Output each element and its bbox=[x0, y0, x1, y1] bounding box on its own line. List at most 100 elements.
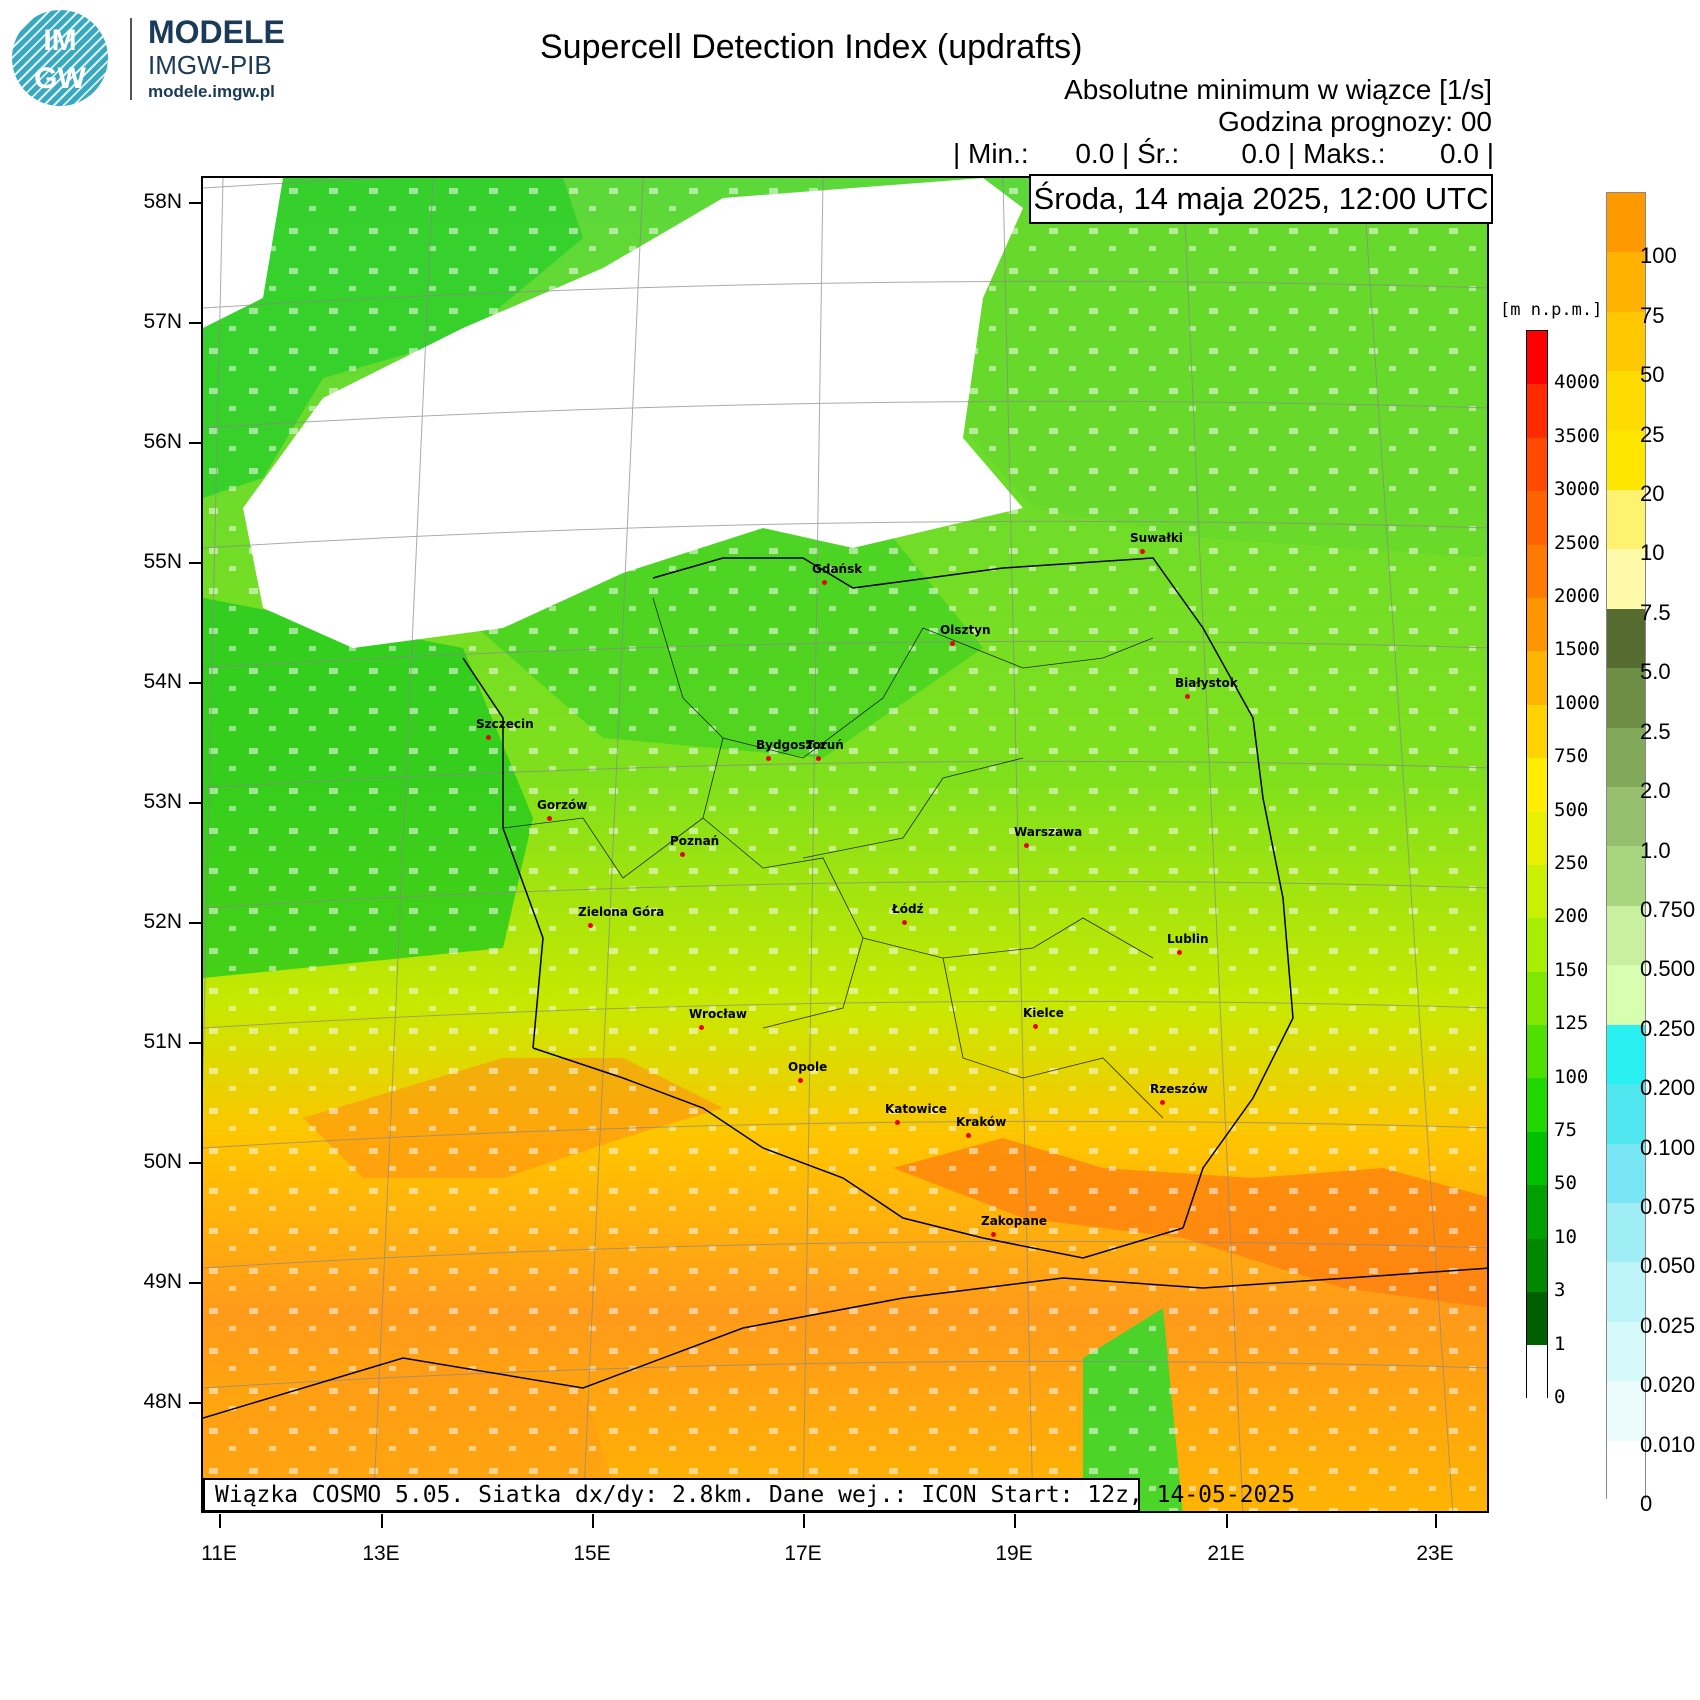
sdi-label: 0.750 bbox=[1640, 896, 1696, 922]
city-marker bbox=[816, 756, 821, 761]
sdi-swatch bbox=[1607, 193, 1645, 253]
sdi-swatch bbox=[1607, 608, 1645, 669]
brand-title: MODELE bbox=[148, 14, 285, 50]
elevation-colorbar bbox=[1526, 330, 1548, 1399]
elevation-label: 75 bbox=[1554, 1119, 1577, 1141]
sdi-label: 0.075 bbox=[1640, 1193, 1696, 1219]
elevation-label: 250 bbox=[1554, 852, 1589, 874]
elevation-swatch bbox=[1527, 971, 1547, 1026]
city-marker bbox=[1177, 950, 1182, 955]
sdi-label: 50 bbox=[1640, 362, 1665, 388]
forecast-map bbox=[203, 178, 1487, 1511]
lon-label-21E: 21E bbox=[1207, 1542, 1245, 1565]
map-panel bbox=[201, 176, 1489, 1513]
lat-label-53N: 53N bbox=[143, 790, 182, 813]
city-label: Warszawa bbox=[1014, 825, 1083, 839]
sdi-swatch bbox=[1607, 965, 1645, 1025]
city-label: Szczecin bbox=[476, 717, 534, 731]
lat-label-55N: 55N bbox=[143, 550, 182, 573]
lat-tick bbox=[189, 562, 201, 564]
sdi-swatch bbox=[1607, 311, 1645, 372]
stats-line: | Min.: 0.0 | Śr.: 0.0 | Maks.: 0.0 | bbox=[952, 138, 1494, 169]
elevation-swatch bbox=[1527, 1238, 1547, 1293]
logo-text-top: IM bbox=[43, 24, 77, 57]
city-marker bbox=[1160, 1100, 1165, 1105]
sdi-swatch bbox=[1607, 1321, 1645, 1382]
lon-tick bbox=[1226, 1514, 1228, 1528]
lon-tick bbox=[1014, 1514, 1016, 1528]
city-label: Zielona Góra bbox=[578, 905, 665, 919]
lat-tick bbox=[189, 1402, 201, 1404]
city-label: Rzeszów bbox=[1150, 1082, 1208, 1096]
elevation-label: 150 bbox=[1554, 958, 1589, 981]
lon-label-11E: 11E bbox=[201, 1542, 237, 1565]
voivodeship-borders bbox=[502, 597, 1164, 1119]
no-signal-patch bbox=[203, 178, 1487, 1511]
valid-time-box: Środa, 14 maja 2025, 12:00 UTC bbox=[1029, 174, 1493, 224]
elevation-label: 3000 bbox=[1554, 478, 1600, 501]
elevation-swatch bbox=[1527, 918, 1547, 972]
sdi-label: 0.500 bbox=[1640, 956, 1696, 982]
lat-tick bbox=[189, 442, 201, 444]
elevation-label: 2500 bbox=[1554, 531, 1600, 554]
model-info-footer: Wiązka COSMO 5.05. Siatka dx/dy: 2.8km. … bbox=[203, 1478, 1295, 1512]
elevation-swatch bbox=[1527, 704, 1547, 759]
elevation-label: 2000 bbox=[1554, 585, 1600, 607]
lat-label-54N: 54N bbox=[143, 670, 182, 693]
sdi-swatch bbox=[1607, 846, 1645, 906]
sdi-label: 20 bbox=[1640, 481, 1665, 507]
lat-tick bbox=[189, 1282, 201, 1284]
sdi-label: 25 bbox=[1640, 421, 1665, 447]
sdi-swatch bbox=[1607, 430, 1645, 491]
lat-label-50N: 50N bbox=[143, 1150, 182, 1173]
city-label: Opole bbox=[788, 1060, 828, 1074]
brand-url[interactable]: modele.imgw.pl bbox=[148, 82, 275, 101]
elevation-swatch bbox=[1527, 331, 1547, 385]
elevation-label: 10 bbox=[1554, 1225, 1577, 1248]
city-label: Wrocław bbox=[689, 1007, 747, 1021]
sdi-label: 2.0 bbox=[1640, 778, 1671, 804]
lat-tick bbox=[189, 202, 201, 204]
lat-tick bbox=[189, 802, 201, 804]
sdi-label: 75 bbox=[1640, 302, 1665, 328]
elevation-swatch bbox=[1527, 384, 1547, 438]
sdi-swatch bbox=[1607, 1024, 1645, 1085]
lat-label-56N: 56N bbox=[143, 430, 182, 453]
city-label: Lublin bbox=[1167, 932, 1209, 946]
sdi-swatch bbox=[1607, 1202, 1645, 1263]
city-label: Toruń bbox=[806, 738, 844, 752]
sdi-swatch bbox=[1607, 668, 1645, 728]
sdi-label: 0.250 bbox=[1640, 1015, 1696, 1041]
lat-tick bbox=[189, 922, 201, 924]
sdi-label: 0.010 bbox=[1640, 1431, 1696, 1457]
city-marker bbox=[1033, 1024, 1038, 1029]
elevation-swatch bbox=[1527, 651, 1547, 705]
city-label: Zakopane bbox=[981, 1214, 1048, 1228]
elevation-swatch bbox=[1527, 491, 1547, 545]
sdi-swatch bbox=[1607, 371, 1645, 431]
map-title: Supercell Detection Index (updrafts) bbox=[540, 28, 1083, 66]
elevation-label: 3 bbox=[1554, 1279, 1566, 1302]
lat-label-49N: 49N bbox=[143, 1270, 182, 1293]
elevation-swatch bbox=[1527, 437, 1547, 492]
sdi-swatch bbox=[1607, 727, 1645, 788]
elevation-swatch bbox=[1527, 1345, 1547, 1399]
city-marker bbox=[822, 580, 827, 585]
brand-org: IMGW-PIB bbox=[148, 50, 272, 80]
lat-tick bbox=[189, 1162, 201, 1164]
lon-tick bbox=[592, 1514, 594, 1528]
imgw-logo: IM GW bbox=[12, 10, 108, 106]
sdi-label: 5.0 bbox=[1640, 659, 1671, 685]
lat-tick bbox=[189, 682, 201, 684]
logo-text-bottom: GW bbox=[34, 62, 86, 95]
lat-label-48N: 48N bbox=[143, 1390, 182, 1413]
city-label: Katowice bbox=[885, 1102, 947, 1116]
city-marker bbox=[680, 852, 685, 857]
map-subtitle: Absolutne minimum w wiązce [1/s] bbox=[1064, 74, 1492, 105]
elevation-swatch bbox=[1527, 811, 1547, 865]
elevation-swatch bbox=[1527, 1292, 1547, 1346]
city-label: Gdańsk bbox=[812, 562, 863, 576]
city-label: Olsztyn bbox=[940, 623, 991, 637]
lon-tick bbox=[219, 1514, 221, 1528]
elevation-label: 1 bbox=[1554, 1332, 1566, 1355]
